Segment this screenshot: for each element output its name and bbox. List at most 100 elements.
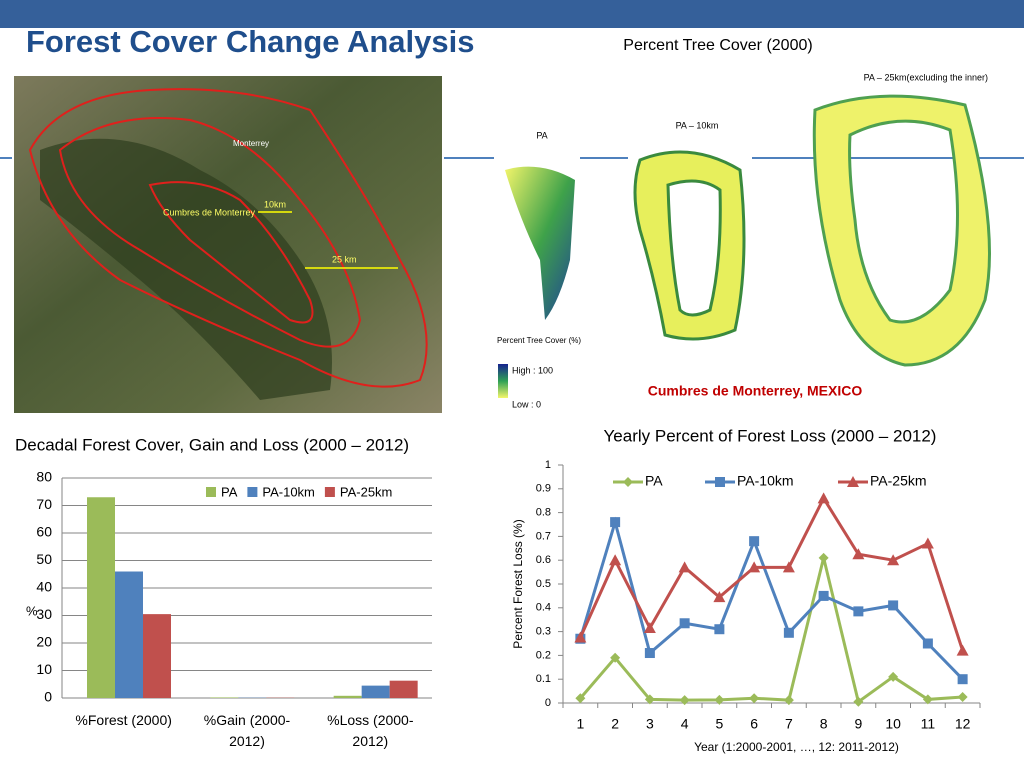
- marker: [957, 674, 968, 685]
- bar: [115, 571, 143, 698]
- marker: [610, 517, 621, 528]
- marker: [956, 644, 969, 656]
- map-caption: PA – 25km(excluding the inner): [864, 72, 988, 82]
- marker: [715, 477, 725, 487]
- caption: Cumbres de Monterrey, MEXICO: [648, 383, 863, 399]
- map-label: Monterrey: [233, 139, 269, 148]
- marker: [644, 694, 655, 705]
- marker: [922, 694, 933, 705]
- marker: [783, 695, 794, 706]
- marker: [818, 590, 829, 601]
- slide-title: Forest Cover Change Analysis: [26, 24, 475, 59]
- bar: [389, 680, 418, 698]
- marker: [713, 591, 726, 603]
- x-tick-label: 1: [576, 716, 584, 732]
- legend-label: PA: [645, 473, 663, 489]
- map-caption: PA: [536, 130, 547, 140]
- bar: [361, 685, 390, 698]
- series-line: [579, 557, 963, 705]
- x-tick-label: 7: [785, 716, 793, 732]
- x-tick-label: 6: [750, 716, 758, 732]
- marker: [574, 631, 587, 643]
- x-tick-label: 8: [820, 716, 828, 732]
- marker: [853, 696, 864, 707]
- marker: [714, 694, 725, 705]
- marker: [887, 554, 900, 566]
- chart-title: Decadal Forest Cover, Gain and Loss (200…: [15, 435, 409, 454]
- marker: [714, 624, 725, 635]
- y-tick-label: 0.9: [536, 483, 551, 495]
- marker: [888, 671, 899, 682]
- x-tick-label: 11: [921, 716, 936, 732]
- legend-swatch: [206, 487, 216, 497]
- marker: [575, 693, 586, 704]
- marker: [818, 552, 829, 563]
- marker: [783, 627, 794, 638]
- marker: [921, 537, 934, 549]
- marker: [609, 554, 622, 566]
- y-tick-label: 30: [36, 606, 52, 622]
- legend-label: PA-10km: [737, 473, 794, 489]
- marker: [782, 561, 795, 573]
- series-line: [579, 495, 965, 652]
- y-tick-label: 10: [36, 661, 52, 677]
- x-tick-label: 2: [611, 716, 619, 732]
- x-tick-label: 9: [854, 716, 862, 732]
- marker: [679, 695, 690, 706]
- x-tick-label: 12: [955, 716, 971, 732]
- marker: [610, 652, 621, 663]
- y-tick-label: 0: [44, 689, 52, 705]
- bar: [87, 497, 115, 698]
- x-tick-label: %Gain (2000-2012): [203, 712, 291, 749]
- x-tick-label: 10: [885, 716, 901, 732]
- legend-high: High : 100: [512, 365, 553, 375]
- legend-swatch: [247, 487, 258, 497]
- legend-label: PA-10km: [262, 484, 315, 499]
- x-tick-label: 3: [646, 716, 654, 732]
- marker: [749, 536, 760, 547]
- x-tick-label: %Forest (2000): [75, 712, 172, 728]
- marker: [748, 561, 761, 573]
- y-axis-label: %: [26, 603, 38, 618]
- y-tick-label: 0.1: [536, 673, 551, 685]
- marker: [678, 561, 691, 573]
- marker: [957, 692, 968, 703]
- marker: [749, 693, 760, 704]
- series-line: [578, 516, 964, 681]
- marker: [852, 548, 865, 560]
- chart-title: Yearly Percent of Forest Loss (2000 – 20…: [604, 426, 937, 445]
- top-bar: [0, 0, 1024, 28]
- y-tick-label: 20: [36, 634, 52, 650]
- x-tick-label: 4: [681, 716, 689, 732]
- legend-label: PA-25km: [340, 484, 393, 499]
- legend-label: PA-25km: [870, 473, 927, 489]
- map: Monterrey Cumbres de Monterrey 10km 25 k…: [14, 76, 442, 413]
- y-tick-label: 0.4: [536, 602, 551, 614]
- y-tick-label: 0.8: [536, 507, 551, 519]
- marker: [817, 492, 830, 504]
- marker: [888, 600, 899, 611]
- marker: [847, 476, 859, 487]
- y-axis-label: Percent Forest Loss (%): [511, 519, 525, 648]
- map-label: Cumbres de Monterrey: [163, 207, 256, 217]
- bar: [333, 695, 362, 698]
- y-tick-label: 70: [36, 496, 52, 512]
- legend-label: PA: [221, 484, 238, 499]
- y-tick-label: 40: [36, 579, 52, 595]
- y-tick-label: 1: [545, 459, 551, 471]
- y-tick-label: 0.3: [536, 626, 551, 638]
- y-tick-label: 50: [36, 551, 52, 567]
- y-tick-label: 60: [36, 524, 52, 540]
- legend-low: Low : 0: [512, 399, 541, 409]
- bar: [143, 614, 171, 698]
- y-tick-label: 0.6: [536, 554, 551, 566]
- x-tick-label: %Loss (2000-2012): [327, 712, 414, 749]
- marker: [853, 606, 864, 617]
- bar: [210, 697, 239, 698]
- marker: [679, 618, 690, 629]
- x-axis-label: Year (1:2000-2001, …, 12: 2011-2012): [694, 740, 899, 754]
- tree-cover-title: Percent Tree Cover (2000): [623, 37, 812, 54]
- marker: [644, 648, 655, 659]
- y-tick-label: 0.7: [536, 530, 551, 542]
